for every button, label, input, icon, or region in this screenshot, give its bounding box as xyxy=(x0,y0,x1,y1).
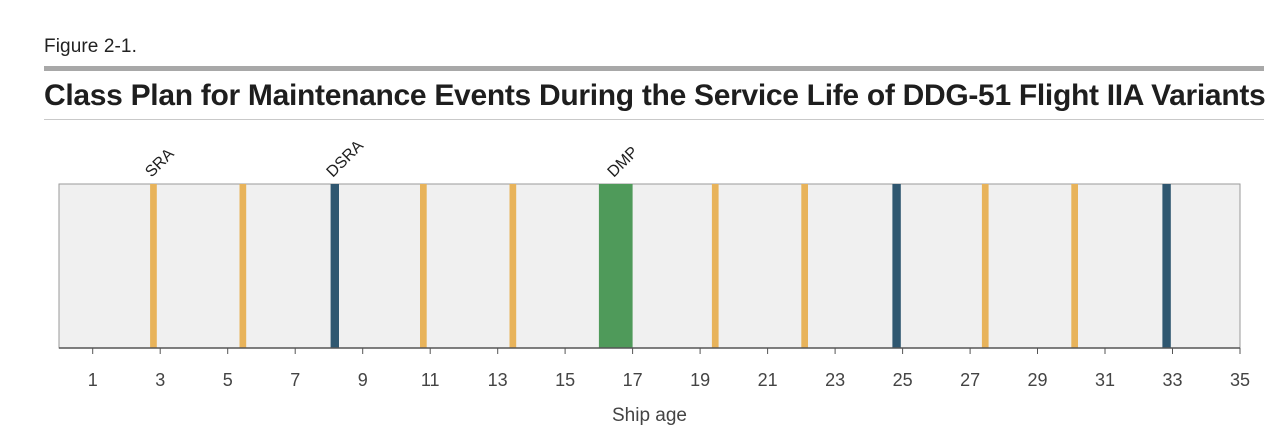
event-bar-sra-10 xyxy=(981,184,989,348)
event-bar-dmp-6 xyxy=(598,184,633,348)
x-axis-label: Ship age xyxy=(612,405,687,426)
event-labels: SRA DSRA DMP xyxy=(142,137,641,181)
event-bar-sra-4 xyxy=(420,184,427,348)
x-tick-label: 27 xyxy=(960,370,980,390)
title-rule xyxy=(44,66,1264,71)
title-underline xyxy=(44,119,1264,120)
x-tick-label: 25 xyxy=(893,370,913,390)
x-tick-label: 7 xyxy=(290,370,300,390)
event-bar-dsra-12 xyxy=(1162,184,1171,348)
event-bar-dsra-3 xyxy=(330,184,339,348)
x-tick-label: 29 xyxy=(1027,370,1047,390)
x-tick-label: 31 xyxy=(1095,370,1115,390)
x-tick-label: 17 xyxy=(623,370,643,390)
x-tick-label: 15 xyxy=(555,370,575,390)
chart-title: Class Plan for Maintenance Events During… xyxy=(44,79,1266,112)
event-bar-sra-8 xyxy=(801,184,808,348)
event-bar-sra-2 xyxy=(239,184,247,348)
plot-area xyxy=(58,183,1241,349)
event-bar-dsra-9 xyxy=(892,184,901,348)
x-tick-label: 23 xyxy=(825,370,845,390)
x-axis-ticks: 1 3 5 7 9 11 13 15 17 19 21 23 25 27 29 31 33 35 xyxy=(88,348,1250,390)
figure-label: Figure 2-1. xyxy=(44,36,137,57)
event-label-dmp: DMP xyxy=(605,144,642,181)
event-bar-sra-1 xyxy=(150,184,157,348)
x-tick-label: 5 xyxy=(223,370,233,390)
event-bar-sra-5 xyxy=(509,184,517,348)
x-tick-label: 35 xyxy=(1230,370,1250,390)
event-label-dsra: DSRA xyxy=(324,137,368,181)
event-bar-sra-7 xyxy=(711,184,719,348)
x-tick-label: 33 xyxy=(1162,370,1182,390)
x-tick-label: 19 xyxy=(690,370,710,390)
x-tick-label: 11 xyxy=(421,370,440,390)
event-bar-sra-11 xyxy=(1071,184,1078,348)
event-label-sra: SRA xyxy=(142,145,178,181)
event-bars xyxy=(150,184,1171,348)
x-tick-label: 1 xyxy=(88,370,98,390)
x-tick-label: 9 xyxy=(358,370,368,390)
x-tick-label: 21 xyxy=(758,370,778,390)
x-tick-label: 3 xyxy=(155,370,165,390)
x-tick-label: 13 xyxy=(488,370,508,390)
